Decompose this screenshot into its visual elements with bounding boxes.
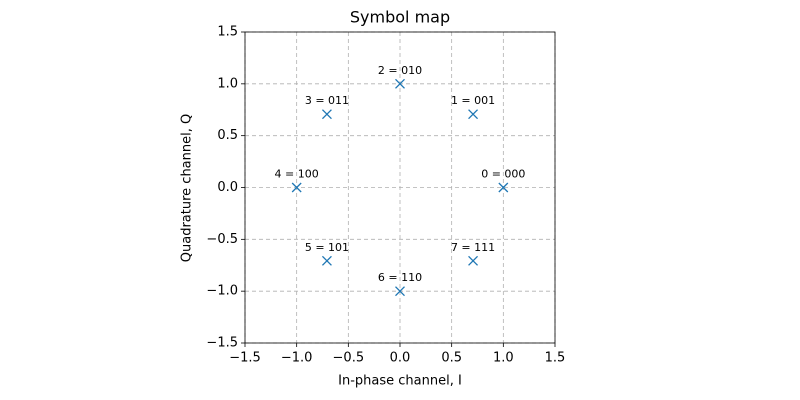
y-tick-label: 0.0	[217, 180, 238, 195]
point-label: 6 = 110	[378, 271, 422, 284]
marker	[395, 286, 405, 297]
marker	[321, 109, 332, 120]
marker	[468, 109, 479, 120]
y-tick-label: −1.5	[206, 336, 238, 351]
x-tick-label: 0.5	[441, 351, 462, 366]
point-label: 7 = 111	[451, 241, 495, 254]
x-tick-label: 1.5	[545, 351, 566, 366]
point-label: 2 = 010	[378, 64, 422, 77]
point-label: 4 = 100	[275, 168, 319, 181]
point-label: 1 = 001	[451, 94, 495, 107]
y-tick-label: 1.0	[217, 76, 238, 91]
point-label: 0 = 000	[481, 168, 525, 181]
y-tick-label: 0.5	[217, 128, 238, 143]
y-tick-label: 1.5	[217, 25, 238, 40]
y-tick-label: −0.5	[206, 232, 238, 247]
chart-title: Symbol map	[350, 8, 450, 27]
x-tick-label: −0.5	[333, 351, 365, 366]
marker	[395, 78, 405, 89]
x-tick-label: −1.0	[281, 351, 313, 366]
plot-frame	[244, 31, 556, 344]
x-tick-label: 1.0	[493, 351, 514, 366]
point-label: 3 = 011	[305, 94, 349, 107]
x-axis-label: In-phase channel, I	[338, 374, 462, 389]
point-label: 5 = 101	[305, 241, 349, 254]
y-axis-label: Quadrature channel, Q	[180, 114, 195, 262]
x-tick-label: −1.5	[229, 351, 261, 366]
marker	[291, 182, 302, 193]
marker	[468, 255, 479, 266]
x-tick-label: 0.0	[390, 351, 411, 366]
marker	[498, 182, 509, 193]
y-tick-label: −1.0	[206, 284, 238, 299]
marker	[321, 255, 332, 266]
